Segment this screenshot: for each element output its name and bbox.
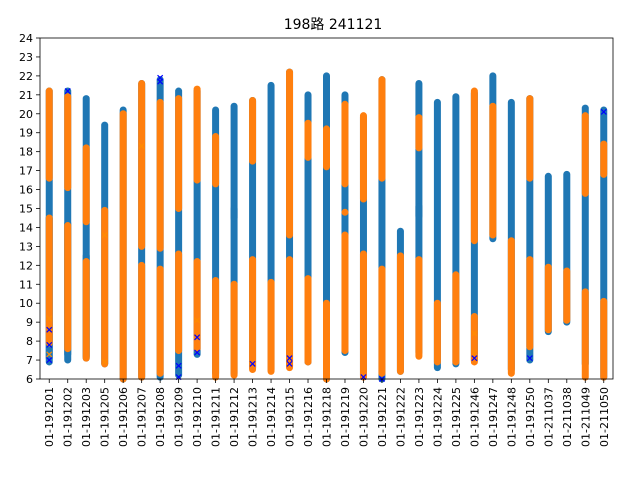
marker-2-point-7 <box>175 362 182 369</box>
x-tick-label-15: 01-191218 <box>321 387 334 447</box>
marker-2-point-11-b <box>286 360 293 367</box>
x-tick-label-2: 01-191203 <box>80 387 93 447</box>
marker-3-point-2-b <box>101 358 108 365</box>
marker-3-point-2 <box>101 358 108 365</box>
x-tick-label-1: 01-191202 <box>62 387 75 447</box>
marker-2-point-2 <box>46 326 53 333</box>
axes: 6 7 8 9 10 11 12 13 14 15 16 17 18 19 20 21 22 23 24 01-191… <box>19 32 614 447</box>
marker-3-point-6 <box>471 349 478 356</box>
x-tick-label-18: 01-191221 <box>376 387 389 447</box>
marker-2-point-9-b <box>194 334 201 341</box>
y-tick-label-19: 19 <box>19 127 33 140</box>
marker-2-point-16-b <box>526 355 533 362</box>
y-tick-label-7: 7 <box>26 354 33 367</box>
marker-2-point-17 <box>600 108 607 115</box>
y-tick-label-15: 15 <box>19 203 33 216</box>
x-tick-label-5: 01-191207 <box>136 387 149 447</box>
y-tick-label-13: 13 <box>19 240 33 253</box>
marker-2-point-0 <box>46 357 53 364</box>
x-tick-label-3: 01-191205 <box>99 387 112 447</box>
marker-2-point-2-b <box>46 326 53 333</box>
marker-2-point-8 <box>194 349 201 356</box>
x-tick-label-21: 01-191224 <box>431 387 444 447</box>
marker-2-point-3-b <box>64 88 71 95</box>
x-tick-label-20: 01-191223 <box>413 387 426 447</box>
y-tick-label-22: 22 <box>19 70 33 83</box>
x-tick-label-22: 01-191225 <box>450 387 463 447</box>
x-tick-label-8: 01-191210 <box>191 387 204 447</box>
marker-2-point-10 <box>249 360 256 367</box>
marker-3-point-0-b <box>46 351 53 358</box>
x-tick-label-26: 01-191250 <box>524 387 537 447</box>
marker-2-point-5-b <box>157 78 164 85</box>
marker-2-point-1 <box>46 341 53 348</box>
x-tick-label-28: 01-211038 <box>561 387 574 447</box>
marker-2-point-15-b <box>471 355 478 362</box>
marker-3-point-3 <box>101 231 108 239</box>
y-tick-label-14: 14 <box>19 221 33 234</box>
y-tick-label-8: 8 <box>26 335 33 348</box>
marker-2-point-9 <box>194 334 201 341</box>
marker-3-point-7 <box>471 330 478 337</box>
x-tick-label-30: 01-211050 <box>598 387 611 447</box>
y-tick-label-21: 21 <box>19 89 33 102</box>
x-tick-label-24: 01-191247 <box>487 387 500 447</box>
x-tick-label-12: 01-191214 <box>265 387 278 447</box>
y-tick-label-10: 10 <box>19 297 33 310</box>
x-tick-label-13: 01-191215 <box>284 387 297 447</box>
y-tick-label-9: 9 <box>26 316 33 329</box>
x-tick-label-11: 01-191213 <box>247 387 260 447</box>
x-tick-label-4: 01-191206 <box>117 387 130 447</box>
x-tick-label-16: 01-191219 <box>339 387 352 447</box>
marker-3-point-3-b <box>101 231 108 239</box>
x-tick-label-19: 01-191222 <box>394 387 407 447</box>
x-tick-label-29: 01-211049 <box>579 387 592 447</box>
marker-2-point-11 <box>286 360 293 367</box>
marker-2-point-0-b <box>46 357 53 364</box>
marker-3-point-5 <box>194 317 201 324</box>
y-tick-label-20: 20 <box>19 108 33 121</box>
y-tick-label-18: 18 <box>19 146 33 159</box>
x-tick-label-6: 01-191208 <box>154 387 167 447</box>
x-tick-label-10: 01-191212 <box>228 387 241 447</box>
x-tick-label-25: 01-191248 <box>505 387 518 447</box>
marker-2-point-3 <box>64 88 71 95</box>
x-tick-label-9: 01-191211 <box>210 387 223 447</box>
y-tick-label-17: 17 <box>19 165 33 178</box>
marker-3-point-4 <box>138 142 145 150</box>
y-tick-label-24: 24 <box>19 32 33 45</box>
marker-3-point-0 <box>46 351 53 358</box>
marker-2-point-5 <box>157 78 164 85</box>
x-tick-label-27: 01-211037 <box>542 387 555 447</box>
marker-3-point-5-b <box>194 317 201 324</box>
marker-2-point-15 <box>471 355 478 362</box>
marker-2-point-7-b <box>175 362 182 369</box>
marker-2-point-10-b <box>249 360 256 367</box>
marker-2-point-12-b <box>286 355 293 362</box>
y-tick-label-16: 16 <box>19 184 33 197</box>
y-tick-label-23: 23 <box>19 51 33 64</box>
marker-3-point-1 <box>46 315 53 322</box>
y-tick-label-6: 6 <box>26 373 33 386</box>
marker-3-point-7-b <box>471 330 478 337</box>
marker-2-point-12 <box>286 355 293 362</box>
marker-3-point-6-b <box>471 349 478 356</box>
marker-3-point-4-b <box>138 142 145 150</box>
marker-2-point-1-b <box>46 341 53 348</box>
marker-2-point-16 <box>526 355 533 362</box>
y-tick-label-12: 12 <box>19 259 33 272</box>
chart-title: 198路 241121 <box>284 17 383 33</box>
data-marks <box>45 68 608 383</box>
marker-3-point-1-b <box>46 315 53 322</box>
marker-2-point-8-b <box>194 349 201 356</box>
x-tick-label-17: 01-191220 <box>357 387 370 447</box>
x-tick-label-7: 01-191209 <box>173 387 186 447</box>
marker-2-point-17-b <box>600 108 607 115</box>
x-tick-label-14: 01-191216 <box>302 387 315 447</box>
y-tick-label-11: 11 <box>19 278 33 291</box>
x-tick-label-0: 01-191201 <box>43 387 56 447</box>
x-tick-label-23: 01-191246 <box>468 387 481 447</box>
